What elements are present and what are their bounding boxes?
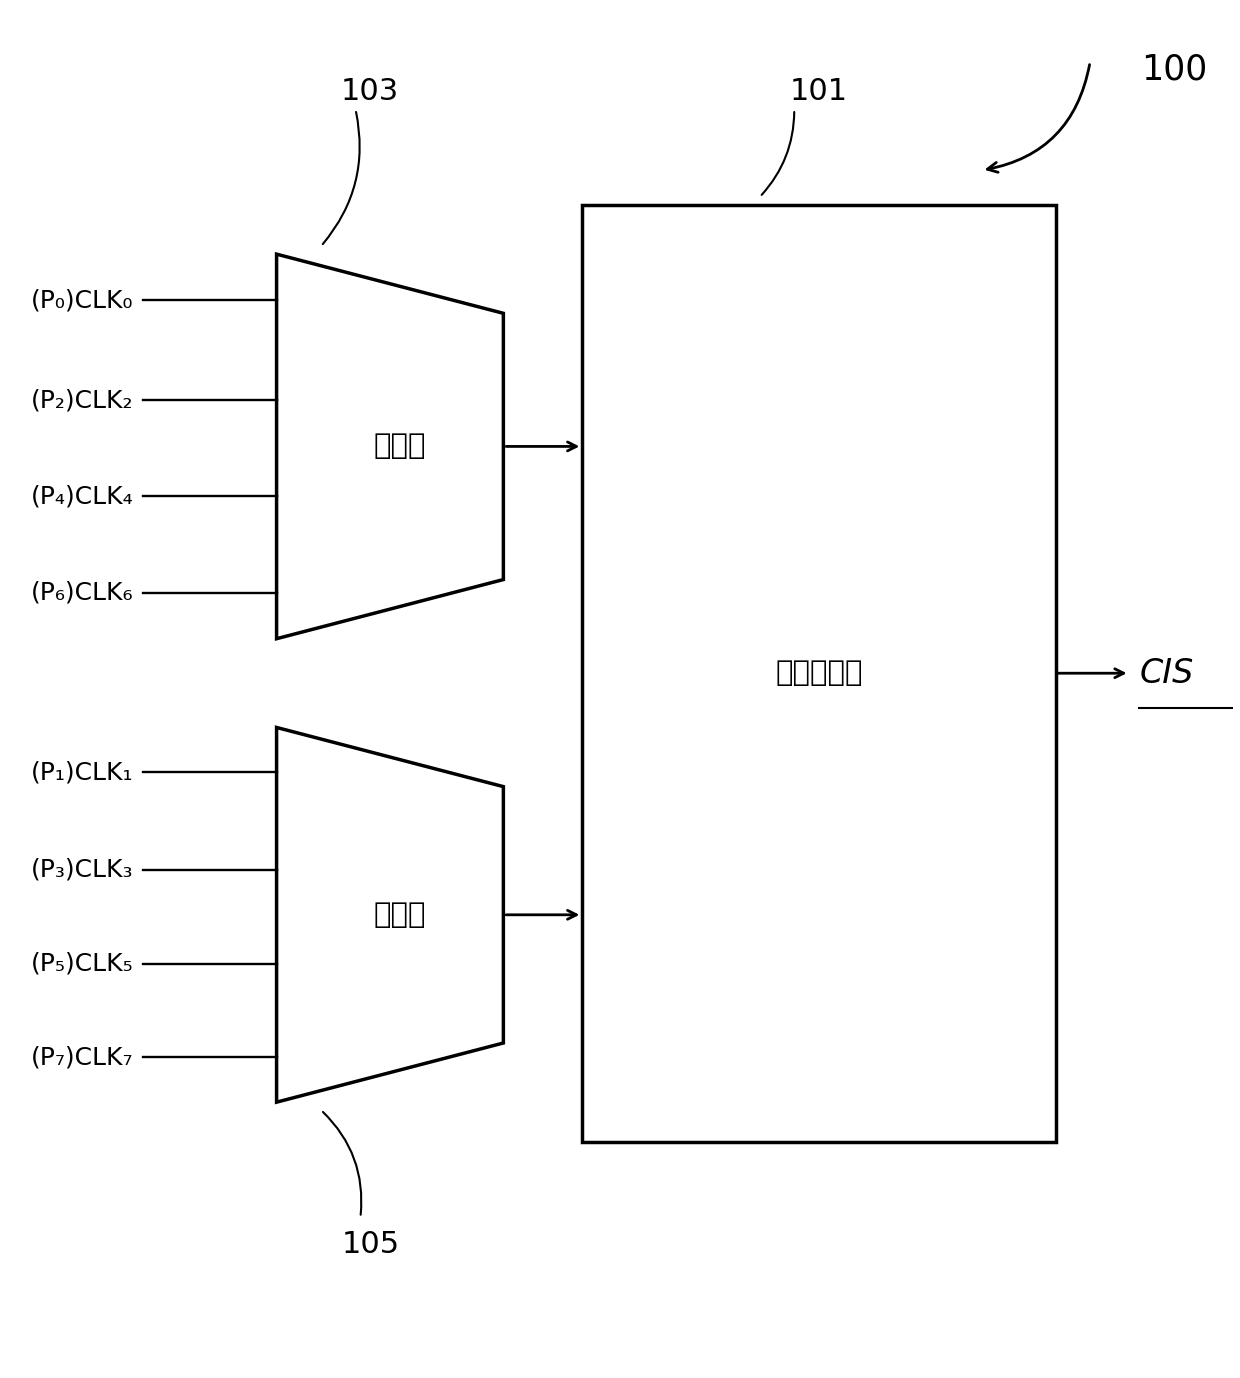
Text: (P₁)CLK₁: (P₁)CLK₁ — [31, 761, 134, 784]
Text: 多工器: 多工器 — [373, 901, 427, 929]
Text: 100: 100 — [1141, 52, 1207, 85]
Text: (P₄)CLK₄: (P₄)CLK₄ — [31, 485, 134, 508]
Text: 101: 101 — [790, 77, 848, 106]
Text: (P₆)CLK₆: (P₆)CLK₆ — [31, 580, 134, 605]
Text: (P₀)CLK₀: (P₀)CLK₀ — [31, 288, 134, 313]
Text: 105: 105 — [341, 1231, 399, 1259]
Text: (P₃)CLK₃: (P₃)CLK₃ — [31, 858, 134, 882]
Text: (P₇)CLK₇: (P₇)CLK₇ — [31, 1045, 134, 1069]
Text: 103: 103 — [341, 77, 399, 106]
Text: 相位内插器: 相位内插器 — [775, 659, 863, 688]
Text: CIS: CIS — [1140, 657, 1194, 690]
Polygon shape — [277, 254, 503, 639]
Text: (P₂)CLK₂: (P₂)CLK₂ — [31, 389, 134, 412]
Polygon shape — [277, 728, 503, 1102]
Text: (P₅)CLK₅: (P₅)CLK₅ — [31, 952, 134, 976]
Bar — [583, 205, 1055, 1141]
Text: 多工器: 多工器 — [373, 433, 427, 460]
